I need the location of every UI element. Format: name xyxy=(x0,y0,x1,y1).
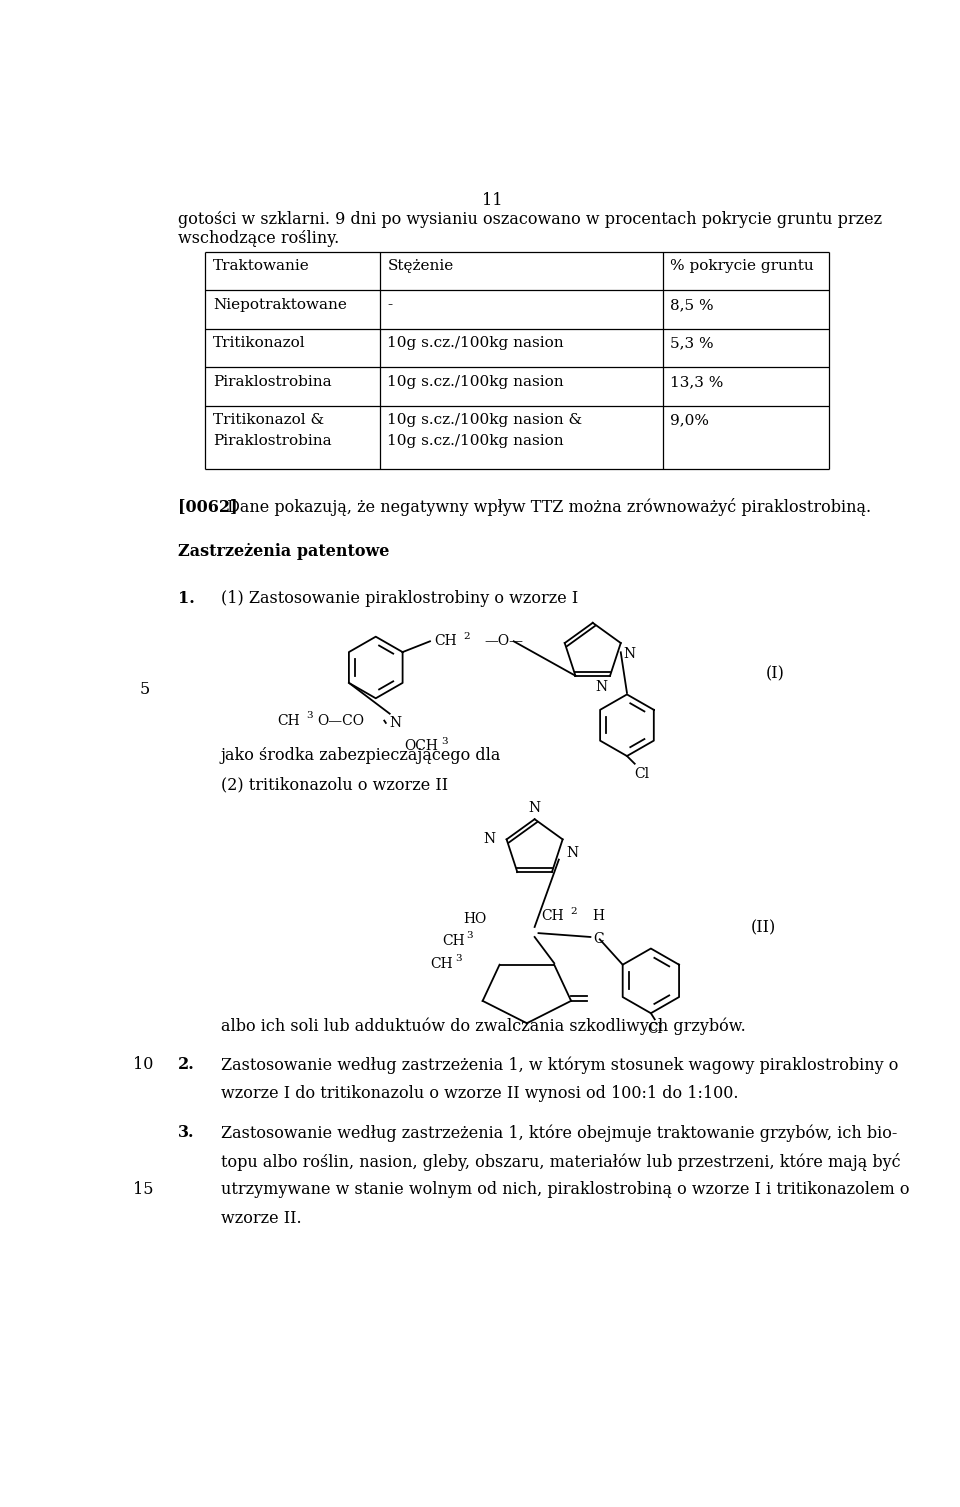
Text: HO: HO xyxy=(464,912,487,927)
Text: Tritikonazol: Tritikonazol xyxy=(213,336,305,351)
Text: Cl: Cl xyxy=(647,1022,662,1037)
Text: 9,0%: 9,0% xyxy=(670,413,709,428)
Text: 2: 2 xyxy=(464,631,470,640)
Text: (2) tritikonazolu o wzorze II: (2) tritikonazolu o wzorze II xyxy=(221,776,448,793)
Text: N: N xyxy=(566,845,579,859)
Text: 3: 3 xyxy=(467,931,473,940)
Text: C: C xyxy=(592,933,604,946)
Text: (I): (I) xyxy=(765,665,784,683)
Text: 5: 5 xyxy=(139,681,150,698)
Text: 10g s.cz./100kg nasion: 10g s.cz./100kg nasion xyxy=(388,434,564,448)
Text: (1) Zastosowanie piraklostrobiny o wzorze I: (1) Zastosowanie piraklostrobiny o wzorz… xyxy=(221,591,578,607)
Text: N: N xyxy=(389,716,401,729)
Text: O—CO: O—CO xyxy=(318,714,365,728)
Text: utrzymywane w stanie wolnym od nich, piraklostrobiną o wzorze I i tritikonazolem: utrzymywane w stanie wolnym od nich, pir… xyxy=(221,1181,909,1198)
Text: 10g s.cz./100kg nasion: 10g s.cz./100kg nasion xyxy=(388,375,564,389)
Text: CH: CH xyxy=(434,634,457,648)
Text: Stężenie: Stężenie xyxy=(388,259,454,273)
Text: 13,3 %: 13,3 % xyxy=(670,375,724,389)
Text: Traktowanie: Traktowanie xyxy=(213,259,310,273)
Text: wzorze II.: wzorze II. xyxy=(221,1210,301,1227)
Text: gotości w szklarni. 9 dni po wysianiu oszacowano w procentach pokrycie gruntu pr: gotości w szklarni. 9 dni po wysianiu os… xyxy=(179,211,882,228)
Text: 2.: 2. xyxy=(179,1056,195,1073)
Text: 3: 3 xyxy=(441,737,447,746)
Text: topu albo roślin, nasion, gleby, obszaru, materiałów lub przestrzeni, które mają: topu albo roślin, nasion, gleby, obszaru… xyxy=(221,1153,900,1171)
Text: 11: 11 xyxy=(482,193,502,209)
Text: [0062]: [0062] xyxy=(179,499,238,515)
Text: CH: CH xyxy=(540,909,564,924)
Text: 10: 10 xyxy=(133,1056,154,1073)
Text: wzorze I do tritikonazolu o wzorze II wynosi od 100:1 do 1:100.: wzorze I do tritikonazolu o wzorze II wy… xyxy=(221,1085,738,1102)
Text: Tritikonazol &: Tritikonazol & xyxy=(213,413,324,428)
Text: 3.: 3. xyxy=(179,1124,195,1141)
Text: 10g s.cz./100kg nasion: 10g s.cz./100kg nasion xyxy=(388,336,564,351)
Text: CH: CH xyxy=(443,934,465,948)
Text: Dane pokazują, że negatywny wpływ TTZ można zrównoważyć piraklostrobiną.: Dane pokazują, że negatywny wpływ TTZ mo… xyxy=(222,499,871,515)
Text: 10g s.cz./100kg nasion &: 10g s.cz./100kg nasion & xyxy=(388,413,583,428)
Text: Zastosowanie według zastrzeżenia 1, które obejmuje traktowanie grzybów, ich bio-: Zastosowanie według zastrzeżenia 1, któr… xyxy=(221,1124,898,1142)
Text: Piraklostrobina: Piraklostrobina xyxy=(213,375,331,389)
Text: OCH: OCH xyxy=(404,738,439,754)
Text: 5,3 %: 5,3 % xyxy=(670,336,714,351)
Text: Niepotraktowane: Niepotraktowane xyxy=(213,298,347,312)
Text: 3: 3 xyxy=(455,954,462,963)
Text: N: N xyxy=(623,647,636,662)
Text: H: H xyxy=(592,909,605,924)
Text: 3: 3 xyxy=(306,711,313,720)
Text: Piraklostrobina: Piraklostrobina xyxy=(213,434,331,448)
Text: —O—: —O— xyxy=(484,634,523,648)
Text: 2: 2 xyxy=(570,907,577,916)
Text: N: N xyxy=(529,802,540,815)
Text: Cl: Cl xyxy=(635,767,650,781)
Text: N: N xyxy=(484,832,495,847)
Text: 1.: 1. xyxy=(179,591,195,607)
Text: jako środka zabezpieczającego dla: jako środka zabezpieczającego dla xyxy=(221,747,501,764)
Text: Zastosowanie według zastrzeżenia 1, w którym stosunek wagowy piraklostrobiny o: Zastosowanie według zastrzeżenia 1, w kt… xyxy=(221,1056,899,1074)
Text: Zastrzeżenia patentowe: Zastrzeżenia patentowe xyxy=(179,543,390,559)
Text: albo ich soli lub adduktuów do zwalczania szkodliwych grzybów.: albo ich soli lub adduktuów do zwalczani… xyxy=(221,1017,746,1035)
Text: % pokrycie gruntu: % pokrycie gruntu xyxy=(670,259,814,273)
Text: (II): (II) xyxy=(751,919,776,936)
Text: wschodzące rośliny.: wschodzące rośliny. xyxy=(179,231,340,247)
Text: -: - xyxy=(388,298,393,312)
Text: 15: 15 xyxy=(133,1181,154,1198)
Text: CH: CH xyxy=(277,714,300,728)
Text: CH: CH xyxy=(431,957,453,971)
Text: 8,5 %: 8,5 % xyxy=(670,298,714,312)
Text: N: N xyxy=(595,680,608,693)
